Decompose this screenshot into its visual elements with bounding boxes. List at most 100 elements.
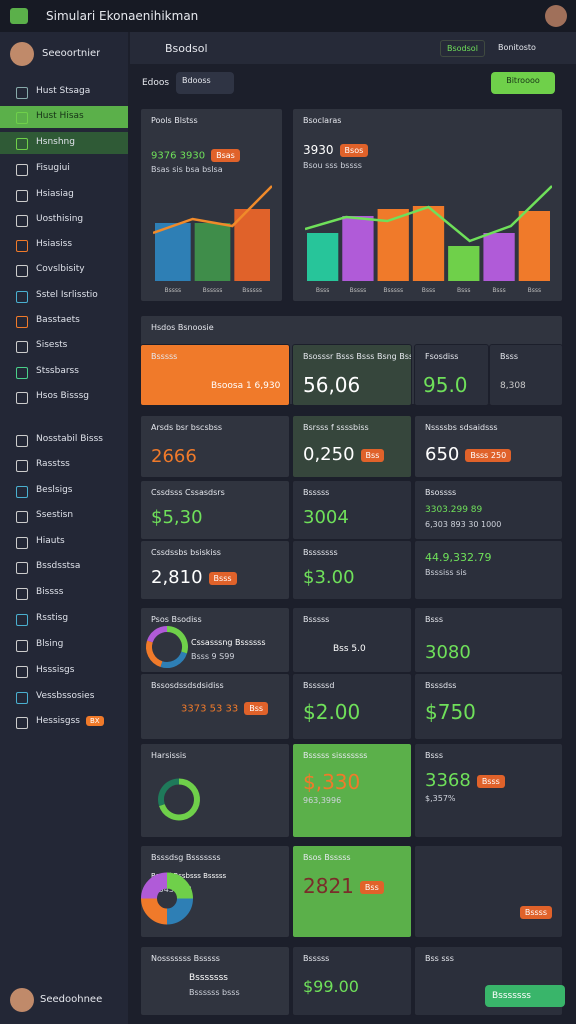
tile: Bssosdssdsdsidiss 3373 53 33 Bss [140, 673, 290, 740]
tile: Arsds bsr bscsbss 2666 [140, 415, 290, 478]
tile-value: $3.00 [303, 567, 355, 588]
bar [155, 223, 191, 281]
donut-segment [166, 872, 193, 900]
tile-title: Pools Blstss [151, 116, 198, 125]
nav-item[interactable]: Beslsigs [36, 485, 73, 495]
footer-user: Seedoohnee [40, 994, 103, 1005]
bar [342, 216, 374, 281]
nav-icon [16, 588, 28, 600]
tile: Nosssssss Bsssss Bsssssss Bssssss bsss [140, 946, 290, 1016]
nav-item[interactable]: Rasstss [36, 459, 70, 469]
donut [146, 626, 188, 668]
bar-label: Bsss [457, 287, 471, 294]
donut-segment [160, 651, 187, 668]
action-button[interactable]: Bitroooo [491, 72, 555, 94]
tile: 44.9,332.79 Bsssiss sis [414, 540, 563, 600]
nav-item[interactable]: Stssbarss [36, 366, 79, 376]
tile-title: Bsoclaras [303, 116, 342, 125]
trend-line [305, 185, 552, 243]
nav-item[interactable]: Blsing [36, 639, 64, 649]
tile-title: Bsos Bsssss [303, 853, 351, 862]
nav-item[interactable]: Bssdsstsa [36, 561, 81, 571]
tile: Bsossss 3303.299 89 6,303 893 30 1000 [414, 480, 563, 540]
nav-item[interactable]: Sisests [36, 340, 68, 350]
tile-value: 95.0 [423, 373, 468, 397]
tile-title: Bssosdssdsdsidiss [151, 681, 224, 690]
logo [10, 8, 28, 24]
nav-icon [16, 164, 28, 176]
tile: Bsssss sisssssss $,330 963,3996 [292, 743, 412, 838]
avatar[interactable] [545, 5, 567, 27]
tile-sub: 6,343 303 [151, 885, 192, 894]
chart: Bssss Bsssss Bsssss [153, 185, 272, 294]
nav-item[interactable]: Fisugiui [36, 163, 70, 173]
nav-item[interactable]: Nosstabil Bisss [36, 434, 103, 444]
nav-item[interactable]: Rsstisg [36, 613, 69, 623]
tile-value: Cssasssng Bssssss [191, 638, 266, 647]
tile-value: 3080 [425, 642, 471, 663]
tile-value: 3004 [303, 507, 349, 528]
donut-segment [146, 640, 163, 667]
nav-item[interactable]: Ssestisn [36, 510, 74, 520]
tile: Bsss 3080 [414, 607, 563, 673]
nav-item[interactable]: Covslbisity [36, 264, 85, 274]
nav-item[interactable]: Vessbssosies [36, 691, 95, 701]
pill[interactable]: Bsodsol [440, 40, 485, 57]
nav-item[interactable]: Hsssisgs [36, 665, 75, 675]
nav-item[interactable]: Hessisgss BX [36, 716, 104, 726]
sidebar [0, 32, 128, 1024]
donut-segment [166, 897, 193, 925]
footer-button[interactable]: Bsssssss [485, 985, 565, 1007]
tile-value: $99.00 [303, 977, 359, 996]
tile: Bsos Bsssss 2821 Bss [292, 845, 412, 938]
tile: Bsosssr Bsss Bsss Bsng Bsssing 56,06 [292, 344, 412, 406]
bar [307, 233, 339, 281]
bar [518, 211, 550, 281]
pill-right[interactable]: Bonitosto [498, 43, 536, 52]
bar [412, 206, 445, 281]
tile: Bssss [414, 845, 563, 938]
chart: Bsss Bssss Bsssss Bsss Bsss Bsss Bsss [305, 185, 552, 294]
bar [448, 246, 480, 281]
tile-title: Bsossss [425, 488, 457, 497]
tile: Bsssss Bsoosa 1 6,930 [140, 344, 290, 406]
nav-item[interactable]: Hsos Bisssg [36, 391, 89, 401]
tile-title: Cssdsss Cssasdsrs [151, 488, 225, 497]
tile-title: Bsss [425, 751, 443, 760]
nav-item[interactable]: Hsiasiag [36, 189, 74, 199]
tile-value: 2821 Bss [303, 874, 384, 898]
tile-value: 2,810 Bsss [151, 567, 237, 588]
tile-title: Bsosssr Bsss Bsss Bsng Bsssing [303, 352, 412, 361]
nav-item[interactable]: Hust Hisas [36, 111, 84, 121]
tile-title: Hsdos Bsnoosie [151, 323, 214, 332]
bar-label: Bsss [492, 287, 506, 294]
nav-item[interactable]: Hust Stsaga [36, 86, 91, 96]
nav-icon [16, 717, 28, 729]
tile-value: $,330 [303, 770, 361, 794]
tile: Bsssssss $3.00 [292, 540, 412, 600]
nav-badge: BX [85, 716, 104, 726]
nav-icon [16, 614, 28, 626]
tile-title: Bsssssd [303, 681, 335, 690]
tile-value: 3930 Bsos [303, 143, 369, 157]
nav-item[interactable]: Basstaets [36, 315, 80, 325]
topbar [0, 0, 576, 32]
nav-item[interactable]: Hsiasiss [36, 239, 73, 249]
tile: Bsssssd $2.00 [292, 673, 412, 740]
tile-title: Bsssss [303, 488, 330, 497]
tile-value: $750 [425, 700, 476, 724]
app-title: Simulari Ekonaenihikman [46, 9, 199, 23]
nav-item[interactable]: Bissss [36, 587, 64, 597]
search[interactable]: Bdooss [176, 72, 234, 94]
nav-item[interactable]: Uosthising [36, 214, 84, 224]
bar-label: Bsssss [203, 287, 223, 294]
tile-title: Bss sss [425, 954, 454, 963]
tile-sub: 6,303 893 30 1000 [425, 520, 502, 529]
tile-sub: 963,3996 [303, 796, 342, 805]
nav-item[interactable]: Sstel Isrlisstio [36, 290, 98, 300]
nav-icon [16, 291, 28, 303]
nav-item[interactable]: Hsnshng [36, 137, 75, 147]
nav-item[interactable]: Hiauts [36, 536, 65, 546]
tile-value: Bsssd Bssbsss Bsssss [151, 872, 227, 880]
